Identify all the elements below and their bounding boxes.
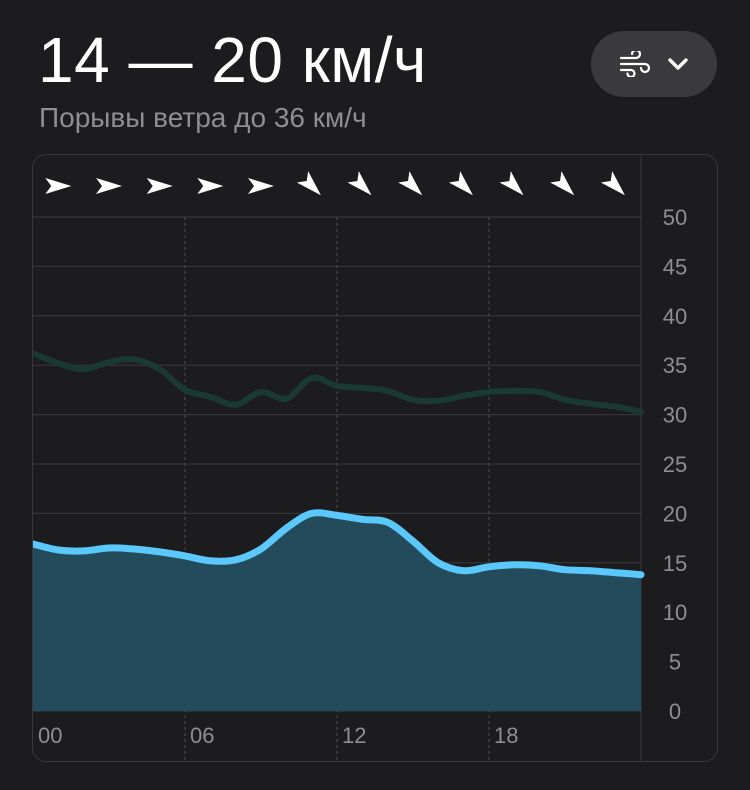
- y-tick-label: 15: [663, 551, 687, 576]
- arrow-shape: [146, 178, 173, 194]
- x-tick-label: 06: [190, 723, 214, 748]
- wind-direction-arrow: [398, 171, 423, 196]
- wind-direction-arrow: [448, 171, 473, 196]
- wind-gusts-subtitle: Порывы ветра до 36 км/ч: [39, 102, 367, 133]
- wind-direction-arrow: [146, 178, 173, 194]
- x-tick-label: 12: [342, 723, 366, 748]
- wind-area-fill: [33, 512, 641, 711]
- wind-direction-arrow: [499, 171, 524, 196]
- y-tick-label: 10: [663, 600, 687, 625]
- arrow-shape: [499, 171, 524, 196]
- wind-direction-arrow: [550, 171, 575, 196]
- arrow-shape: [197, 178, 224, 194]
- y-tick-label: 35: [663, 353, 687, 378]
- wind-direction-arrow: [296, 171, 321, 196]
- wind-chart-card: 0 5 10 15 20 25 30 35 40 45 50 00 06 12 18: [32, 154, 718, 762]
- x-tick-label: 18: [494, 723, 518, 748]
- y-tick-label: 45: [663, 254, 687, 279]
- y-tick-label: 50: [663, 205, 687, 230]
- gust-series-line: [33, 350, 644, 415]
- arrow-shape: [347, 171, 372, 196]
- arrow-shape: [45, 178, 72, 194]
- y-tick-label: 0: [669, 699, 681, 724]
- arrow-shape: [248, 178, 274, 194]
- arrow-shape: [550, 171, 575, 196]
- wind-direction-arrow: [96, 178, 122, 194]
- wind-series-line: [33, 509, 645, 579]
- y-tick-label: 5: [669, 650, 681, 675]
- wind-direction-arrow: [197, 178, 224, 194]
- wind-direction-arrow: [600, 171, 625, 196]
- arrow-shape: [448, 171, 473, 196]
- y-tick-label: 20: [663, 501, 687, 526]
- wind-direction-arrow: [347, 171, 372, 196]
- arrow-shape: [296, 171, 321, 196]
- metric-selector-button[interactable]: [591, 31, 717, 97]
- wind-direction-arrow: [248, 178, 274, 194]
- y-tick-label: 40: [663, 304, 687, 329]
- arrow-shape: [398, 171, 423, 196]
- wind-direction-arrow: [45, 178, 72, 194]
- wind-icon: [618, 51, 652, 77]
- x-tick-label: 00: [38, 723, 62, 748]
- y-tick-label: 25: [663, 452, 687, 477]
- wind-speed-range-title: 14 — 20 км/ч: [38, 24, 427, 96]
- arrow-shape: [600, 171, 625, 196]
- arrow-shape: [96, 178, 122, 194]
- y-tick-label: 30: [663, 403, 687, 428]
- chevron-down-icon: [666, 56, 690, 72]
- wind-chart: 0 5 10 15 20 25 30 35 40 45 50 00 06 12 18: [33, 155, 687, 761]
